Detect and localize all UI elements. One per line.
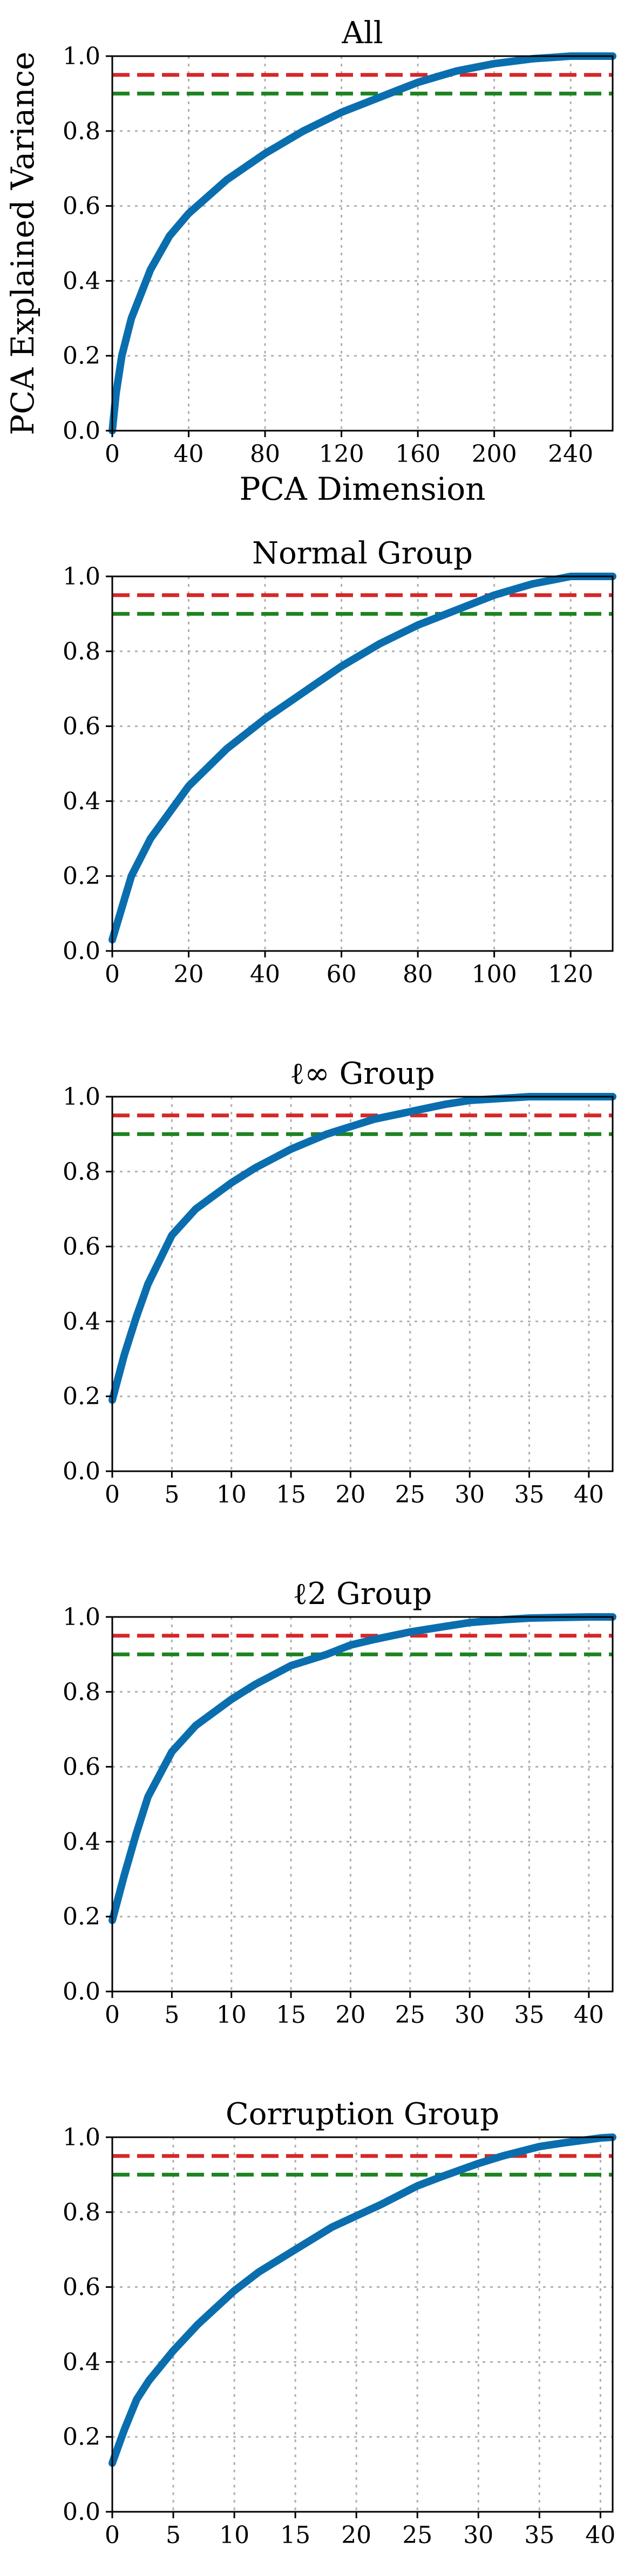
y-tick-label: 0.0	[63, 2498, 100, 2526]
x-tick-label: 5	[164, 2001, 179, 2029]
x-tick-label: 100	[472, 961, 517, 988]
y-tick-label: 1.0	[63, 563, 100, 590]
y-tick-label: 0.2	[63, 862, 100, 890]
x-tick-label: 80	[403, 961, 433, 988]
x-tick-label: 0	[105, 440, 120, 468]
y-tick-label: 0.2	[63, 1903, 100, 1931]
y-tick-label: 0.2	[63, 2423, 100, 2451]
y-tick-label: 0.4	[63, 2348, 100, 2376]
y-tick-label: 0.6	[63, 1233, 100, 1261]
y-tick-label: 0.8	[63, 2199, 100, 2226]
x-tick-label: 5	[166, 2521, 181, 2549]
x-tick-label: 80	[250, 440, 280, 468]
chart-panel-4: 0 5 10 15 20 25 30 35 40 0.0 0.2 0.4 0.6 0.8 1.0 ℓ2 Gro…	[63, 1576, 616, 2029]
x-tick-label: 0	[105, 2521, 120, 2549]
x-tick-label: 40	[174, 440, 204, 468]
y-tick-label: 0.6	[63, 713, 100, 740]
y-tick-label: 0.4	[63, 787, 100, 815]
y-tick-label: 0.0	[63, 937, 100, 965]
y-tick-label: 0.6	[63, 2274, 100, 2301]
x-tick-label: 35	[514, 2001, 545, 2029]
x-tick-label: 0	[105, 2001, 120, 2029]
x-axis-label: PCA Dimension	[239, 471, 485, 507]
x-tick-label: 60	[327, 961, 357, 988]
x-tick-label: 10	[216, 2001, 247, 2029]
explained-variance-curve	[108, 573, 616, 944]
x-tick-label: 30	[454, 2001, 485, 2029]
y-tick-label: 0.4	[63, 1828, 100, 1855]
y-tick-label: 0.8	[63, 1678, 100, 1706]
y-tick-label: 0.0	[63, 1458, 100, 1485]
x-tick-label: 30	[454, 1481, 485, 1508]
explained-variance-curve	[108, 52, 616, 434]
y-tick-label: 0.0	[63, 417, 100, 445]
y-axis-label: PCA Explained Variance	[4, 52, 41, 436]
plot-frame	[111, 1096, 614, 1472]
x-tick-label: 120	[319, 440, 364, 468]
explained-variance-curve	[108, 2133, 616, 2467]
y-tick-label: 0.2	[63, 342, 100, 370]
chart-panel-2: 0 20 40 60 80 100 120 0.0 0.2 0.4 0.6 0.8 1.0 Normal …	[63, 536, 616, 988]
x-tick-label: 240	[548, 440, 593, 468]
y-tick-label: 0.6	[63, 1753, 100, 1781]
y-tick-label: 0.8	[63, 638, 100, 665]
x-tick-label: 35	[514, 1481, 545, 1508]
plot-frame	[111, 55, 614, 432]
x-tick-label: 10	[216, 1481, 247, 1508]
chart-panel-3: 0 5 10 15 20 25 30 35 40 0.0 0.2 0.4 0.6 0.8 1.0 ℓ∞ Gro…	[63, 1056, 616, 1508]
x-tick-label: 160	[395, 440, 440, 468]
y-tick-label: 0.8	[63, 1158, 100, 1186]
explained-variance-curve	[108, 1613, 616, 1925]
chart-title: All	[341, 16, 383, 51]
x-tick-label: 120	[548, 961, 593, 988]
plot-frame	[111, 575, 614, 952]
y-tick-label: 0.0	[63, 1978, 100, 2006]
y-tick-label: 1.0	[63, 1603, 100, 1631]
x-tick-label: 40	[574, 1481, 604, 1508]
x-tick-label: 20	[335, 2001, 365, 2029]
x-tick-label: 15	[276, 1481, 306, 1508]
x-tick-label: 40	[585, 2521, 615, 2549]
x-tick-label: 35	[524, 2521, 554, 2549]
y-tick-label: 1.0	[63, 1083, 100, 1111]
y-tick-label: 0.4	[63, 1308, 100, 1335]
explained-variance-curve	[108, 1093, 616, 1404]
x-tick-label: 40	[250, 961, 280, 988]
x-tick-label: 200	[472, 440, 517, 468]
x-tick-label: 20	[174, 961, 204, 988]
y-tick-label: 1.0	[63, 2124, 100, 2151]
y-tick-label: 1.0	[63, 43, 100, 70]
x-tick-label: 15	[280, 2521, 310, 2549]
x-tick-label: 15	[276, 2001, 306, 2029]
chart-title: ℓ2 Group	[293, 1576, 432, 1612]
chart-title: ℓ∞ Group	[290, 1056, 435, 1091]
plot-frame	[111, 2136, 614, 2513]
x-tick-label: 20	[341, 2521, 371, 2549]
x-tick-label: 0	[105, 1481, 120, 1508]
x-tick-label: 20	[335, 1481, 365, 1508]
x-tick-label: 30	[463, 2521, 493, 2549]
x-tick-label: 25	[402, 2521, 432, 2549]
chart-title: Corruption Group	[226, 2097, 499, 2132]
x-tick-label: 25	[395, 1481, 425, 1508]
y-tick-label: 0.2	[63, 1383, 100, 1410]
x-tick-label: 25	[395, 2001, 425, 2029]
x-tick-label: 0	[105, 961, 120, 988]
y-tick-label: 0.4	[63, 267, 100, 295]
y-tick-label: 0.8	[63, 118, 100, 145]
x-tick-label: 5	[164, 1481, 179, 1508]
chart-panel-5: 0 5 10 15 20 25 30 35 40 0.0 0.2 0.4 0.6 0.8 1.0 Corrup…	[63, 2097, 616, 2549]
y-tick-label: 0.6	[63, 193, 100, 220]
chart-panel-1: 0 40 80 120 160 200 240 0.0 0.2 0.4 0.6 0.8 1.0 All PC…	[4, 16, 616, 507]
plot-frame	[111, 1616, 614, 1993]
chart-title: Normal Group	[252, 536, 473, 571]
x-tick-label: 10	[219, 2521, 249, 2549]
x-tick-label: 40	[574, 2001, 604, 2029]
